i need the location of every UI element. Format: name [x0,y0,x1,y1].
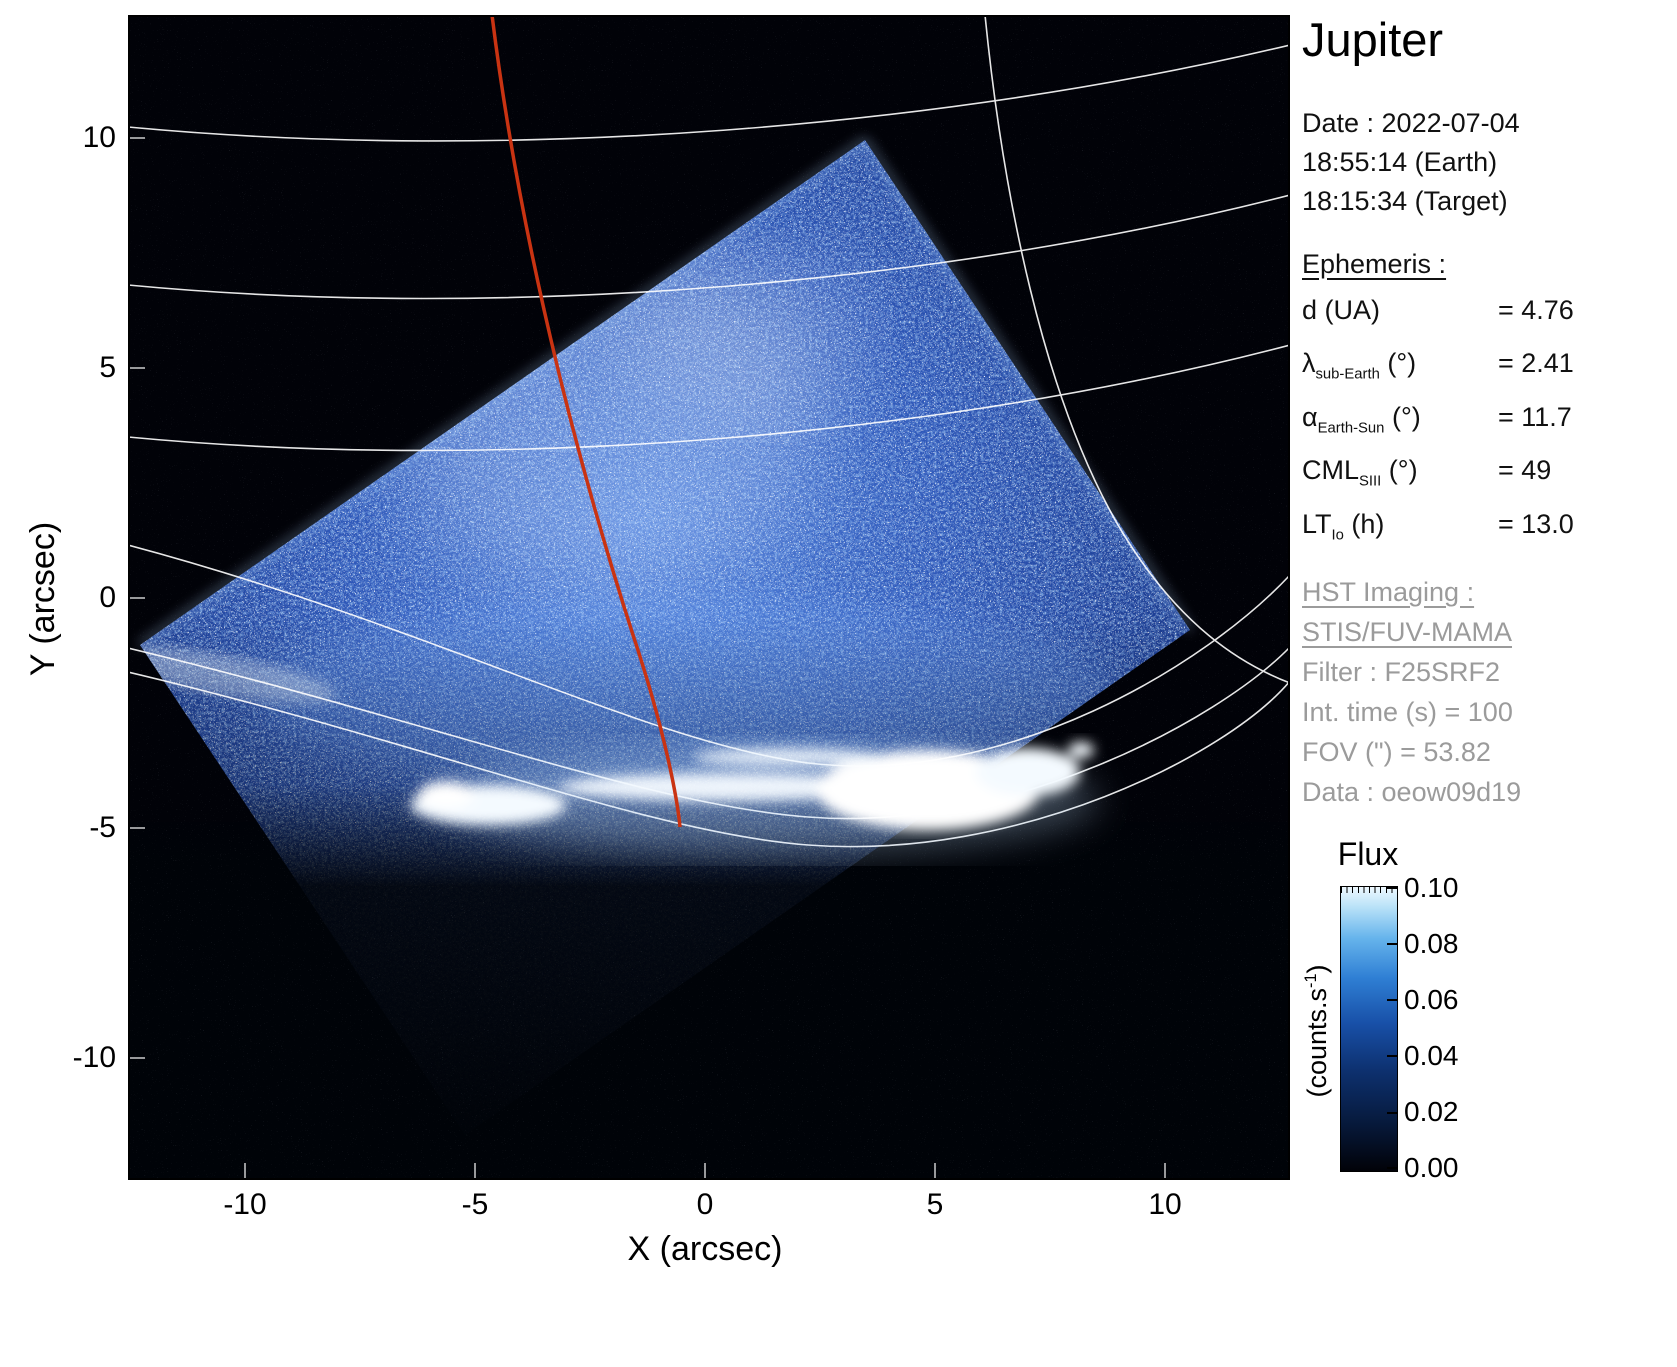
hst-data-id: Data : oeow09d19 [1302,776,1522,807]
time-target-line: 18:15:34 (Target) [1302,186,1508,216]
colorbar-gradient [1340,886,1398,1172]
colorbar-tick-label: 0.02 [1404,1096,1459,1127]
hst-fov: FOV (") = 53.82 [1302,736,1491,767]
axis-ticks [128,137,1166,1180]
colorbar-tick [1387,999,1397,1001]
ephemeris-row: LTIo (h) = 13.0 [1302,508,1574,543]
y-tick-label: -10 [72,1041,116,1074]
y-tick-label: 10 [82,121,116,154]
plot-frame [128,15,1290,1180]
x-tick-label: 5 [926,1188,944,1221]
y-tick-label: 5 [99,351,116,384]
colorbar-tick [1387,943,1397,945]
x-tick-label: 0 [696,1188,714,1221]
colorbar-tick-label: 0.08 [1404,928,1459,959]
colorbar-tick [1387,1055,1397,1057]
colorbar-unit: (counts.s-1) [1302,964,1332,1098]
target-title: Jupiter [1302,13,1444,66]
ephemeris-list: d (UA) = 4.76 λsub-Earth (°) = 2.41 αEar… [1302,289,1674,556]
info-panel: Jupiter Date : 2022-07-04 18:55:14 (Eart… [1302,14,1674,812]
ephemeris-row: λsub-Earth (°) = 2.41 [1302,348,1574,383]
colorbar-tick-label: 0.04 [1404,1040,1459,1071]
x-tick-label: -10 [223,1188,267,1221]
hst-filter: Filter : F25SRF2 [1302,656,1501,687]
colorbar-tick-label: 0.00 [1404,1152,1459,1183]
observation-time-block: Date : 2022-07-04 18:55:14 (Earth) 18:15… [1302,104,1674,221]
hst-heading: HST Imaging : [1302,576,1475,607]
colorbar-tick [1387,887,1397,889]
x-axis-title: X (arcsec) [627,1230,783,1268]
plot-area [128,15,1290,1180]
hst-instrument: STIS/FUV-MAMA [1302,616,1513,647]
colorbar-labels: 0.10 0.08 0.06 0.04 0.02 0.00 [1404,872,1514,1183]
background-noise [128,15,1290,1180]
time-earth-line: 18:55:14 (Earth) [1302,147,1498,177]
y-tick-label: 0 [99,581,116,614]
ephemeris-row: CMLSIII (°) = 49 [1302,455,1552,490]
colorbar-tick [1387,1112,1397,1114]
ephemeris-row: d (UA) = 4.76 [1302,295,1574,325]
colorbar-tick-label: 0.06 [1404,984,1459,1015]
x-tick-label: 10 [1148,1188,1182,1221]
plot-canvas [128,15,1290,1180]
aurora-emission [410,742,1098,855]
colorbar-tick [1387,1167,1397,1169]
date-line: Date : 2022-07-04 [1302,108,1520,138]
hst-imaging-block: HST Imaging : STIS/FUV-MAMA Filter : F25… [1302,572,1674,812]
ephemeris-row: αEarth-Sun (°) = 11.7 [1302,401,1572,437]
colorbar-title: Flux [1337,836,1399,872]
hst-int-time: Int. time (s) = 100 [1302,696,1513,727]
y-axis-title: Y (arcsec) [24,521,62,677]
colorbar-tick-label: 0.10 [1404,872,1459,903]
x-tick-label: -5 [461,1188,489,1221]
ephemeris-heading: Ephemeris : [1302,249,1447,279]
red-meridian-track [490,15,682,828]
y-tick-label: -5 [89,811,116,844]
colorbar-minor-ticks [1341,887,1397,893]
